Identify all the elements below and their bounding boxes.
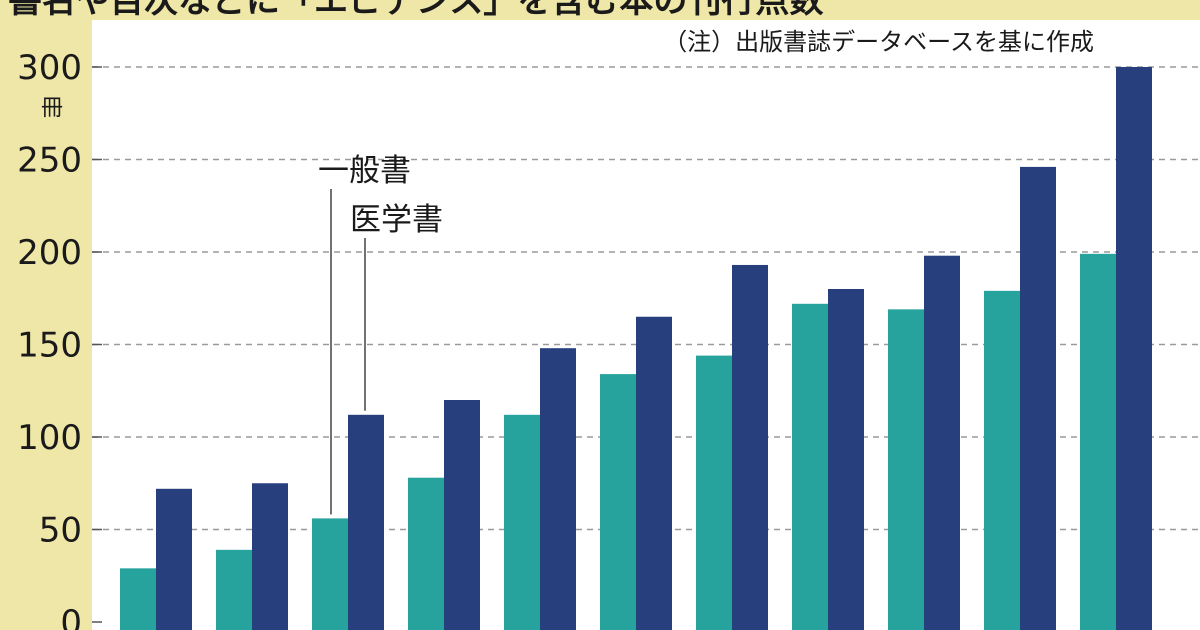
title-band	[0, 0, 1200, 20]
y-tick-label: 300	[17, 48, 82, 88]
y-tick-label: 50	[39, 511, 82, 551]
bar-medical-books	[540, 348, 576, 630]
bar-general-books	[312, 518, 348, 630]
legend-label-medical-books: 医学書	[350, 202, 443, 238]
axis-layer: 0 50 100 150 200 250 300	[17, 48, 102, 630]
bar-general-books	[792, 303, 828, 630]
y-tick-label: 250	[17, 141, 82, 181]
y-tick-label: 100	[17, 418, 82, 458]
y-tick-label: 0	[60, 603, 82, 630]
bar-general-books	[408, 477, 444, 630]
bar-layer	[120, 67, 1152, 630]
bar-general-books	[888, 309, 924, 630]
bar-medical-books	[1020, 166, 1056, 630]
bar-general-books	[504, 414, 540, 630]
bar-medical-books	[252, 483, 288, 630]
bar-medical-books	[156, 488, 192, 630]
bar-medical-books	[924, 255, 960, 630]
bar-medical-books	[444, 400, 480, 630]
y-unit-label: 冊	[41, 96, 63, 121]
chart-title: 書名や目次などに「エビデンス」を含む本の刊行点数	[8, 0, 823, 21]
bar-medical-books	[828, 289, 864, 630]
bar-general-books	[696, 355, 732, 630]
bar-medical-books	[636, 316, 672, 630]
bar-medical-books	[348, 414, 384, 630]
bar-general-books	[600, 374, 636, 630]
bar-medical-books	[732, 264, 768, 630]
y-tick-label: 200	[17, 233, 82, 273]
bar-general-books	[1080, 253, 1116, 630]
bar-general-books	[984, 290, 1020, 630]
bar-general-books	[216, 549, 252, 630]
legend-label-general-books: 一般書	[318, 153, 411, 189]
bar-medical-books	[1116, 67, 1152, 630]
source-note: （注）出版書誌データベースを基に作成	[663, 28, 1094, 56]
bar-general-books	[120, 568, 156, 630]
y-tick-label: 150	[17, 326, 82, 366]
